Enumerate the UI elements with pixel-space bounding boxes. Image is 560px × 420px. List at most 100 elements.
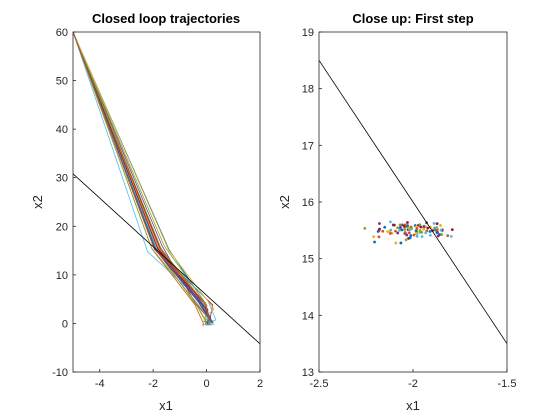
- x-tick-label: 0: [204, 378, 210, 390]
- scatter-point: [408, 228, 412, 232]
- reference-line: [319, 60, 507, 344]
- scatter-point: [398, 223, 402, 227]
- scatter-point: [399, 226, 402, 229]
- scatter-point: [377, 228, 381, 232]
- scatter-point: [450, 228, 454, 232]
- scatter-point: [396, 231, 400, 235]
- x-tick-label: -4: [95, 378, 105, 390]
- scatter-point: [446, 234, 450, 238]
- scatter-point: [439, 228, 443, 232]
- scatter-point: [399, 241, 403, 245]
- scatter-point: [363, 226, 367, 230]
- scatter-point: [396, 226, 399, 230]
- scatter-point: [408, 236, 412, 240]
- scatter-point: [425, 229, 429, 233]
- scatter-point: [378, 222, 381, 225]
- scatter-point: [419, 225, 423, 229]
- trajectory-line: [73, 32, 212, 324]
- trajectory-line: [73, 32, 215, 326]
- left-y-axis-label: x2: [30, 195, 45, 209]
- right-chart-title: Close up: First step: [352, 11, 473, 26]
- right-plot-area: [319, 60, 507, 344]
- y-tick-label: 20: [56, 221, 68, 233]
- y-tick-label: 19: [302, 27, 314, 39]
- reference-line: [73, 173, 260, 345]
- y-tick-label: 13: [302, 367, 314, 379]
- scatter-point: [428, 230, 432, 233]
- trajectory-line: [73, 32, 214, 323]
- scatter-point: [404, 238, 408, 242]
- y-tick-label: 17: [302, 140, 314, 152]
- scatter-point: [439, 224, 442, 227]
- scatter-point: [405, 233, 409, 237]
- scatter-point: [400, 228, 404, 232]
- scatter-point: [406, 224, 410, 228]
- scatter-point: [403, 227, 407, 231]
- scatter-point: [403, 231, 407, 234]
- scatter-point: [372, 235, 376, 239]
- scatter-point: [389, 228, 393, 232]
- scatter-point: [414, 231, 418, 235]
- scatter-point: [373, 240, 376, 244]
- scatter-point: [406, 221, 409, 224]
- scatter-point: [407, 231, 411, 235]
- y-tick-label: 14: [302, 310, 314, 322]
- scatter-point: [400, 223, 404, 227]
- scatter-point: [432, 222, 436, 225]
- x-tick-label: -2: [148, 378, 158, 390]
- y-tick-label: 60: [56, 27, 68, 39]
- scatter-point: [435, 226, 439, 229]
- scatter-point: [418, 223, 422, 227]
- trajectory-line: [73, 32, 210, 322]
- trajectory-line: [73, 32, 217, 324]
- left-plot-area: [73, 32, 260, 345]
- y-tick-label: -10: [52, 367, 68, 379]
- y-tick-label: 16: [302, 197, 314, 209]
- y-tick-label: 0: [62, 318, 68, 330]
- right-y-axis-label: x2: [277, 195, 292, 209]
- scatter-point: [426, 226, 430, 230]
- y-tick-label: 40: [56, 124, 68, 136]
- trajectory-line: [73, 32, 208, 323]
- y-tick-label: 18: [302, 84, 314, 96]
- scatter-point: [394, 241, 398, 245]
- scatter-point: [440, 233, 443, 236]
- trajectory-line: [73, 32, 213, 321]
- scatter-point: [433, 226, 436, 230]
- scatter-point: [383, 225, 387, 229]
- scatter-point: [392, 223, 396, 227]
- scatter-point: [409, 234, 413, 237]
- scatter-point: [420, 235, 424, 238]
- scatter-point: [398, 228, 401, 232]
- scatter-point: [388, 231, 392, 235]
- y-tick-label: 15: [302, 254, 314, 266]
- left-panel: Closed loop trajectories -4 -2 0 2 -10 0 10 20 3…: [30, 11, 263, 413]
- scatter-point: [424, 231, 428, 235]
- trajectory-line: [73, 32, 211, 322]
- left-tick-labels: -4 -2 0 2 -10 0 10 20 30 40 50 60: [52, 27, 263, 390]
- left-axes-frame: [72, 31, 261, 373]
- left-chart-title: Closed loop trajectories: [92, 11, 240, 26]
- y-tick-label: 30: [56, 173, 68, 185]
- scatter-point: [422, 227, 426, 231]
- scatter-point: [415, 235, 419, 238]
- right-tick-labels: -2.5 -2 -1.5 13 14 15 16 17 18 19: [302, 27, 517, 390]
- scatter-point: [394, 229, 397, 233]
- scatter-point: [420, 230, 424, 234]
- y-tick-label: 50: [56, 76, 68, 88]
- x-tick-label: -1.5: [498, 378, 517, 390]
- trajectory-line: [73, 32, 212, 324]
- scatter-point: [449, 235, 453, 238]
- scatter-point: [381, 229, 385, 233]
- right-panel: Close up: First step -2.5 -2 -1.5 13 14 15 16 1…: [277, 11, 516, 413]
- scatter-point: [435, 222, 439, 226]
- trajectory-line: [73, 32, 210, 324]
- scatter-point: [414, 229, 418, 233]
- right-x-axis-label: x1: [406, 398, 420, 413]
- scatter-point: [418, 229, 422, 232]
- scatter-point: [377, 235, 381, 239]
- trajectory-line: [73, 32, 215, 320]
- scatter-point: [428, 233, 432, 237]
- scatter-point: [389, 220, 392, 224]
